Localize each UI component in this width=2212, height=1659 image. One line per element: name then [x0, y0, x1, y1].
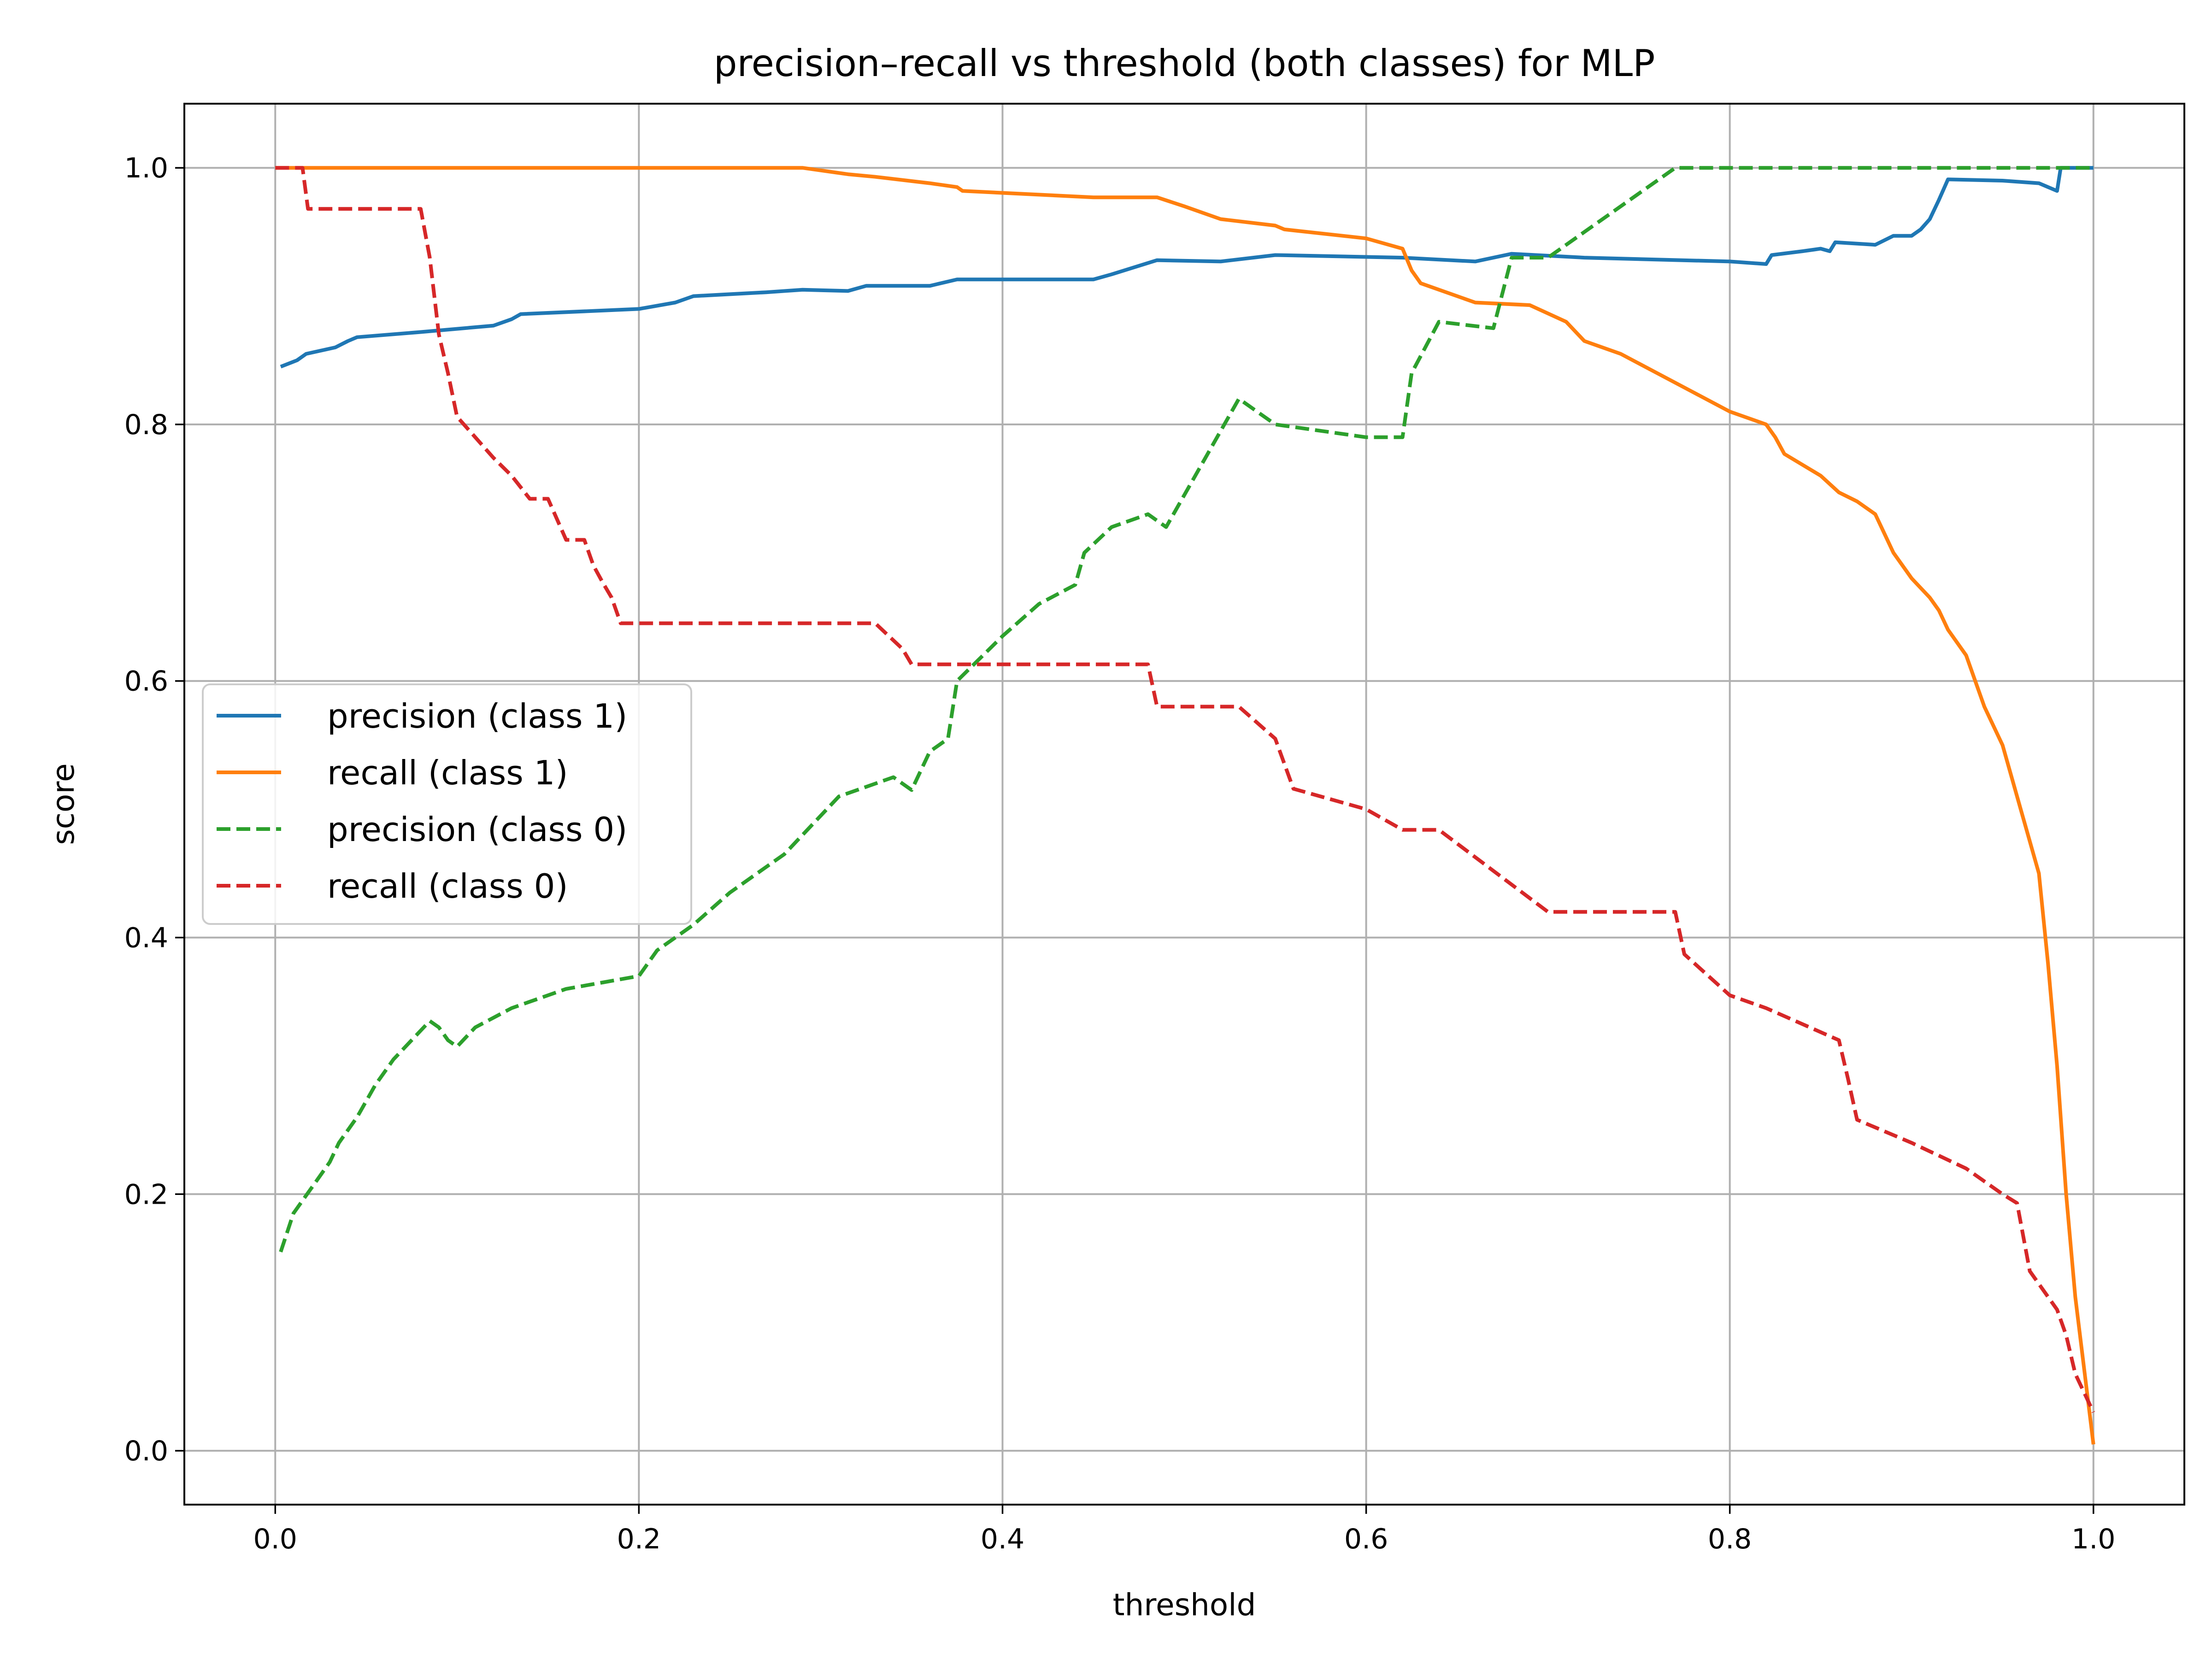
x-tick-label: 0.8 [1708, 1523, 1752, 1555]
x-tick-label: 0.2 [617, 1523, 661, 1555]
x-tick-label: 0.6 [1344, 1523, 1388, 1555]
legend-label: recall (class 1) [327, 753, 568, 792]
legend-label: precision (class 1) [327, 697, 627, 735]
legend: precision (class 1) recall (class 1) preci… [202, 683, 692, 925]
axis-ticks: 0.0 0.2 0.4 0.6 0.8 1.0 0.0 0.2 0.4 0.6 0.8 1.0 [124, 152, 2116, 1555]
x-tick-label: 0.0 [253, 1523, 297, 1555]
legend-box [202, 683, 692, 925]
plot-series [275, 166, 2095, 1445]
x-tick-label: 0.4 [981, 1523, 1024, 1555]
y-tick-label: 0.2 [124, 1178, 168, 1211]
series-line-1 [280, 166, 2094, 369]
plot-frame [183, 103, 2185, 1506]
y-tick-label: 0.6 [124, 665, 168, 698]
x-tick-label: 1.0 [2071, 1523, 2115, 1555]
series-line-4 [275, 166, 2095, 1413]
legend-label: recall (class 0) [327, 867, 568, 906]
series-line-3 [279, 166, 2094, 1253]
y-axis-label: score [46, 763, 81, 845]
y-tick-label: 0.8 [124, 409, 168, 441]
x-axis-label: threshold [1113, 1587, 1256, 1623]
chart-title: precision–recall vs threshold (both clas… [714, 42, 1655, 85]
legend-label: precision (class 0) [327, 810, 627, 849]
y-tick-label: 1.0 [124, 152, 168, 184]
y-tick-label: 0.0 [124, 1435, 168, 1467]
y-tick-label: 0.4 [124, 922, 168, 954]
series-line-2 [275, 166, 2095, 1445]
